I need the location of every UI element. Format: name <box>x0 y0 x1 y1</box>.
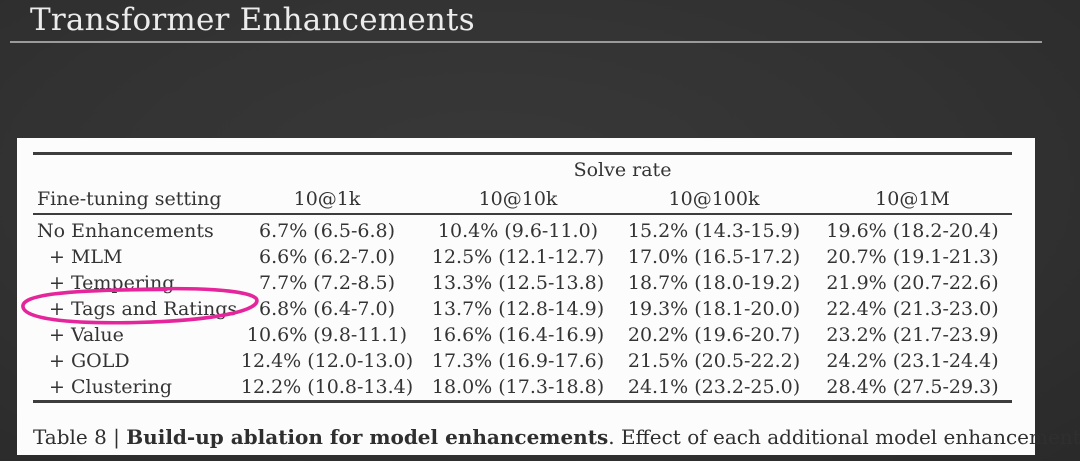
span-header-spacer <box>33 154 233 185</box>
col-header-setting: Fine-tuning setting <box>33 184 233 215</box>
col-header-10at1k: 10@1k <box>233 184 421 215</box>
table-header-row: Fine-tuning setting 10@1k 10@10k 10@100k… <box>33 184 1013 215</box>
table-span-header-row: Solve rate <box>33 154 1012 185</box>
cell-value: 23.2% (21.7-23.9) <box>826 324 999 346</box>
table-row: No Enhancements 6.7% (6.5-6.8) 10.4% (9.… <box>33 214 1012 244</box>
cell-value: 10.6% (9.8-11.1) <box>246 324 408 346</box>
cell-value: 12.5% (12.1-12.7) <box>431 246 605 268</box>
title-underline <box>10 41 1042 43</box>
cell-setting: + Tags and Ratings <box>49 298 238 320</box>
cell-value: 28.4% (27.5-29.3) <box>826 376 999 398</box>
cell-setting: + Tempering <box>49 272 175 294</box>
caption-rest-text: . Effect of each additional model enhanc… <box>608 425 1080 449</box>
table-row-highlighted: + Tags and Ratings 6.8% (6.4-7.0) 13.7% … <box>33 296 1012 322</box>
table-row: + Tempering 7.7% (7.2-8.5) 13.3% (12.5-1… <box>33 270 1012 296</box>
cell-setting: No Enhancements <box>37 220 214 242</box>
cell-setting: + Clustering <box>49 376 172 398</box>
cell-value: 13.7% (12.8-14.9) <box>431 298 605 320</box>
cell-value: 7.7% (7.2-8.5) <box>259 272 395 294</box>
span-header-solve-rate: Solve rate <box>573 158 672 181</box>
cell-value: 12.4% (12.0-13.0) <box>240 350 414 372</box>
cell-value: 18.0% (17.3-18.8) <box>431 376 605 398</box>
col-header-10at10k: 10@10k <box>421 184 615 215</box>
cell-value: 19.6% (18.2-20.4) <box>826 220 999 242</box>
cell-value: 12.2% (10.8-13.4) <box>240 376 414 398</box>
cell-value: 21.9% (20.7-22.6) <box>826 272 999 294</box>
table-row: + Value 10.6% (9.8-11.1) 16.6% (16.4-16.… <box>33 322 1012 348</box>
cell-value: 18.7% (18.0-19.2) <box>627 272 801 294</box>
cell-value: 6.7% (6.5-6.8) <box>259 220 395 242</box>
cell-value: 15.2% (14.3-15.9) <box>627 220 801 242</box>
table-row: + MLM 6.6% (6.2-7.0) 12.5% (12.1-12.7) 1… <box>33 244 1012 270</box>
cell-value: 13.3% (12.5-13.8) <box>431 272 605 294</box>
cell-value: 16.6% (16.4-16.9) <box>431 324 605 346</box>
cell-value: 17.0% (16.5-17.2) <box>627 246 801 268</box>
caption-bold-text: Build-up ablation for model enhancements <box>126 425 609 449</box>
cell-setting: + MLM <box>49 246 123 268</box>
col-header-10at1m: 10@1M <box>813 184 1013 215</box>
cell-value: 22.4% (21.3-23.0) <box>826 298 999 320</box>
cell-value: 6.8% (6.4-7.0) <box>259 298 395 320</box>
cell-value: 6.6% (6.2-7.0) <box>259 246 395 268</box>
cell-value: 19.3% (18.1-20.0) <box>627 298 801 320</box>
table-row: + Clustering 12.2% (10.8-13.4) 18.0% (17… <box>33 374 1012 402</box>
paper-table-panel: Solve rate Fine-tuning setting 10@1k 10@… <box>17 138 1080 455</box>
col-header-10at100k: 10@100k <box>615 184 813 215</box>
cell-value: 20.7% (19.1-21.3) <box>826 246 999 268</box>
table-row: + GOLD 12.4% (12.0-13.0) 17.3% (16.9-17.… <box>33 348 1012 374</box>
cell-setting: + GOLD <box>49 350 130 372</box>
cell-value: 20.2% (19.6-20.7) <box>627 324 801 346</box>
cell-value: 10.4% (9.6-11.0) <box>437 220 599 242</box>
results-table: Solve rate Fine-tuning setting 10@1k 10@… <box>33 152 1013 403</box>
caption-label: Table 8 | <box>33 425 127 449</box>
table-caption: Table 8 | Build-up ablation for model en… <box>33 425 1080 449</box>
cell-value: 24.1% (23.2-25.0) <box>627 376 801 398</box>
cell-setting: + Value <box>49 324 124 346</box>
slide-title: Transformer Enhancements <box>30 2 475 38</box>
cell-value: 21.5% (20.5-22.2) <box>627 350 801 372</box>
cell-value: 17.3% (16.9-17.6) <box>431 350 605 372</box>
cell-value: 24.2% (23.1-24.4) <box>826 350 999 372</box>
